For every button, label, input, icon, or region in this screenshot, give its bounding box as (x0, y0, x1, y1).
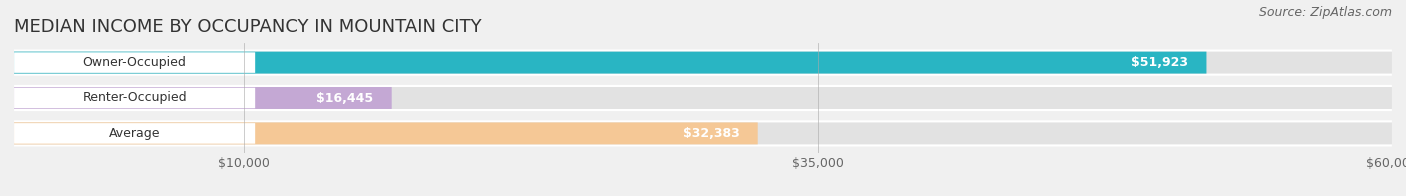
Text: Source: ZipAtlas.com: Source: ZipAtlas.com (1258, 6, 1392, 19)
Text: Renter-Occupied: Renter-Occupied (83, 92, 187, 104)
Text: Owner-Occupied: Owner-Occupied (83, 56, 187, 69)
Text: $51,923: $51,923 (1130, 56, 1188, 69)
FancyBboxPatch shape (14, 87, 1392, 109)
Text: $32,383: $32,383 (682, 127, 740, 140)
FancyBboxPatch shape (14, 88, 254, 108)
Text: $16,445: $16,445 (316, 92, 374, 104)
Text: MEDIAN INCOME BY OCCUPANCY IN MOUNTAIN CITY: MEDIAN INCOME BY OCCUPANCY IN MOUNTAIN C… (14, 18, 482, 36)
FancyBboxPatch shape (14, 123, 254, 144)
FancyBboxPatch shape (14, 52, 1392, 74)
Text: Average: Average (108, 127, 160, 140)
FancyBboxPatch shape (14, 52, 1206, 74)
FancyBboxPatch shape (14, 87, 392, 109)
FancyBboxPatch shape (14, 52, 254, 73)
FancyBboxPatch shape (14, 120, 1392, 146)
FancyBboxPatch shape (14, 122, 758, 144)
FancyBboxPatch shape (14, 50, 1392, 76)
FancyBboxPatch shape (14, 122, 1392, 144)
FancyBboxPatch shape (14, 85, 1392, 111)
